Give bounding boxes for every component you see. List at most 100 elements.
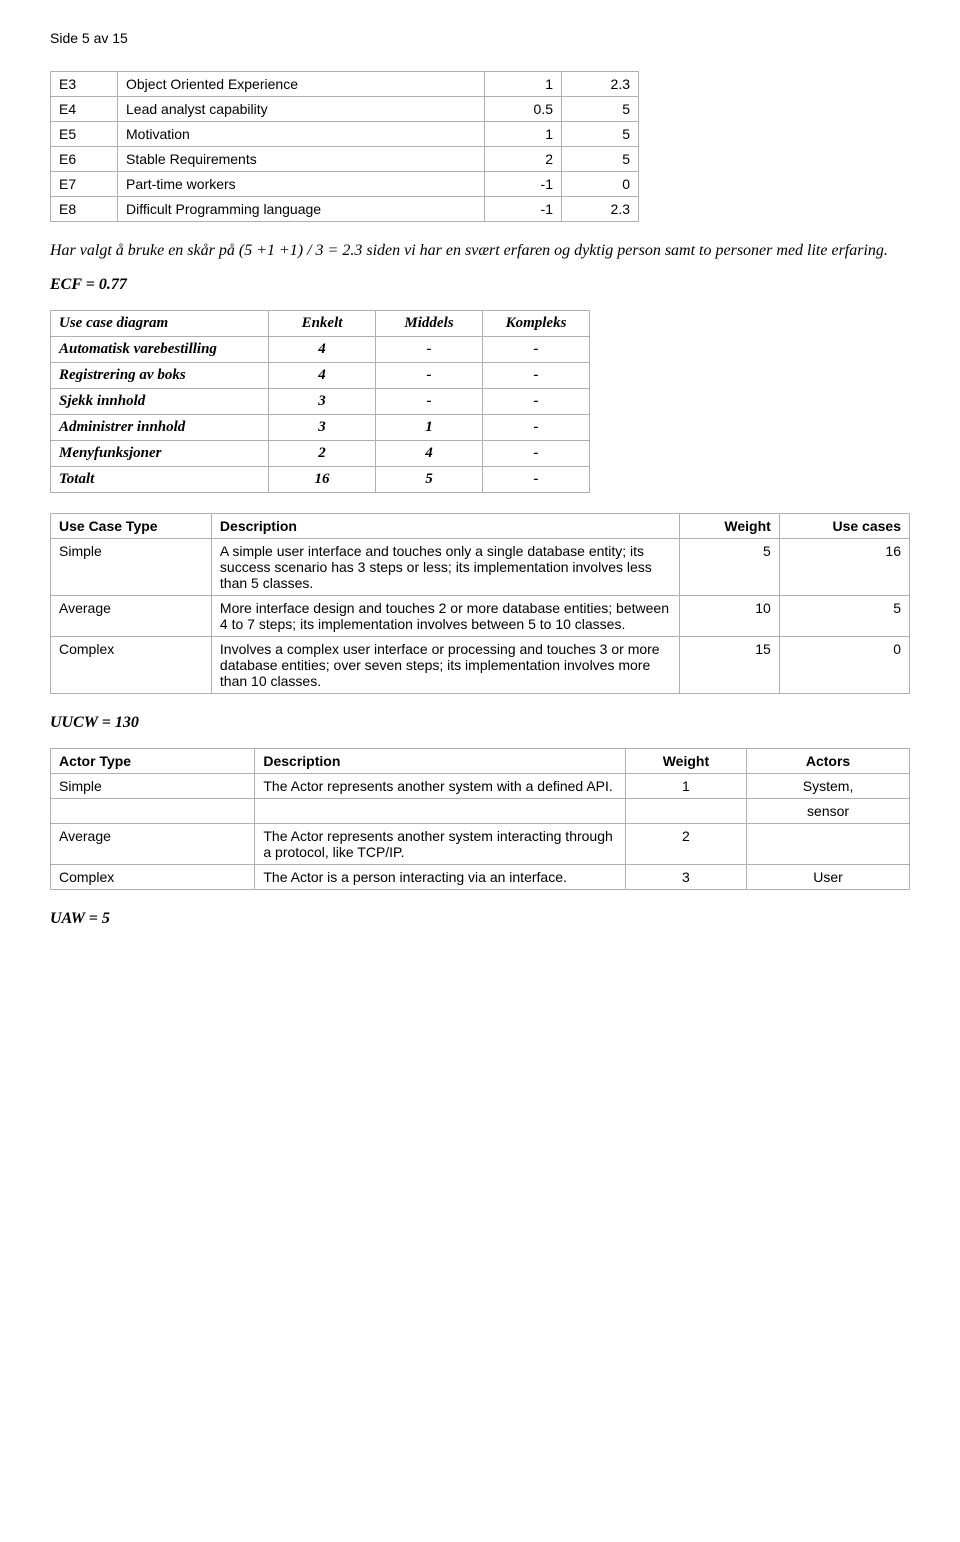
table-header-cell: Use Case Type — [51, 514, 212, 539]
table-cell: Complex — [51, 637, 212, 694]
table-header-cell: Description — [211, 514, 679, 539]
table-cell — [51, 799, 255, 824]
table-cell: E7 — [51, 172, 118, 197]
table-header-cell: Middels — [376, 311, 483, 337]
table-row: SimpleThe Actor represents another syste… — [51, 774, 910, 799]
actor-type-table: Actor TypeDescriptionWeightActors Simple… — [50, 748, 910, 890]
table-cell: E6 — [51, 147, 118, 172]
usecase-type-body: SimpleA simple user interface and touche… — [51, 539, 910, 694]
table-cell: System, — [747, 774, 910, 799]
table-row: ComplexThe Actor is a person interacting… — [51, 865, 910, 890]
table-header-cell: Weight — [680, 514, 779, 539]
table-cell: Menyfunksjoner — [51, 441, 269, 467]
table-row: sensor — [51, 799, 910, 824]
uaw-value: UAW = 5 — [50, 910, 910, 928]
usecase-type-header-row: Use Case TypeDescriptionWeightUse cases — [51, 514, 910, 539]
table-cell: - — [376, 389, 483, 415]
actor-type-header-row: Actor TypeDescriptionWeightActors — [51, 749, 910, 774]
table-header-cell: Kompleks — [483, 311, 590, 337]
table-cell: E5 — [51, 122, 118, 147]
table-header-cell: Use cases — [779, 514, 909, 539]
table-cell: Average — [51, 824, 255, 865]
env-factors-body: E3Object Oriented Experience12.3E4Lead a… — [51, 72, 639, 222]
table-row: E7Part-time workers-10 — [51, 172, 639, 197]
table-cell: - — [483, 441, 590, 467]
table-cell: Stable Requirements — [118, 147, 485, 172]
table-cell: Simple — [51, 539, 212, 596]
table-cell: Sjekk innhold — [51, 389, 269, 415]
table-cell: 5 — [562, 147, 639, 172]
table-row: E4Lead analyst capability0.55 — [51, 97, 639, 122]
table-cell: 1 — [485, 122, 562, 147]
table-header-cell: Actor Type — [51, 749, 255, 774]
table-cell: E4 — [51, 97, 118, 122]
table-cell: 15 — [680, 637, 779, 694]
table-cell: User — [747, 865, 910, 890]
table-cell — [255, 799, 625, 824]
table-cell: 0 — [779, 637, 909, 694]
table-cell: - — [483, 415, 590, 441]
page-header: Side 5 av 15 — [50, 30, 910, 46]
table-cell: Automatisk varebestilling — [51, 337, 269, 363]
table-cell: sensor — [747, 799, 910, 824]
table-row: Administrer innhold31- — [51, 415, 590, 441]
table-cell: Average — [51, 596, 212, 637]
table-cell: 16 — [779, 539, 909, 596]
table-cell: Motivation — [118, 122, 485, 147]
usecase-diagram-table: Use case diagramEnkeltMiddelsKompleks Au… — [50, 310, 590, 493]
table-cell: The Actor is a person interacting via an… — [255, 865, 625, 890]
table-header-cell: Description — [255, 749, 625, 774]
table-cell: The Actor represents another system inte… — [255, 824, 625, 865]
table-row: Sjekk innhold3-- — [51, 389, 590, 415]
table-cell: Involves a complex user interface or pro… — [211, 637, 679, 694]
table-cell: 2 — [485, 147, 562, 172]
table-cell: Complex — [51, 865, 255, 890]
table-cell: 10 — [680, 596, 779, 637]
table-cell: 1 — [625, 774, 746, 799]
table-cell: 4 — [376, 441, 483, 467]
table-cell: 0 — [562, 172, 639, 197]
table-cell — [747, 824, 910, 865]
table-row: Menyfunksjoner24- — [51, 441, 590, 467]
table-cell: 5 — [562, 97, 639, 122]
ecf-value: ECF = 0.77 — [50, 276, 910, 294]
table-cell: - — [376, 363, 483, 389]
table-row: AverageThe Actor represents another syst… — [51, 824, 910, 865]
table-row: Totalt165- — [51, 467, 590, 493]
table-cell: Lead analyst capability — [118, 97, 485, 122]
table-row: E5Motivation15 — [51, 122, 639, 147]
table-cell: Simple — [51, 774, 255, 799]
table-header-cell: Use case diagram — [51, 311, 269, 337]
usecase-diagram-header-row: Use case diagramEnkeltMiddelsKompleks — [51, 311, 590, 337]
table-cell: 2 — [625, 824, 746, 865]
table-cell: - — [483, 363, 590, 389]
table-cell: Part-time workers — [118, 172, 485, 197]
table-cell: - — [483, 337, 590, 363]
table-cell: -1 — [485, 172, 562, 197]
explanation-paragraph: Har valgt å bruke en skår på (5 +1 +1) /… — [50, 242, 910, 260]
table-row: AverageMore interface design and touches… — [51, 596, 910, 637]
table-cell: More interface design and touches 2 or m… — [211, 596, 679, 637]
table-row: ComplexInvolves a complex user interface… — [51, 637, 910, 694]
table-cell: 3 — [269, 415, 376, 441]
table-cell: 0.5 — [485, 97, 562, 122]
table-cell: Administrer innhold — [51, 415, 269, 441]
table-header-cell: Actors — [747, 749, 910, 774]
table-cell: 5 — [779, 596, 909, 637]
table-cell: 2.3 — [562, 72, 639, 97]
table-cell: A simple user interface and touches only… — [211, 539, 679, 596]
table-cell: 5 — [376, 467, 483, 493]
actor-type-body: SimpleThe Actor represents another syste… — [51, 774, 910, 890]
table-row: Automatisk varebestilling4-- — [51, 337, 590, 363]
table-header-cell: Enkelt — [269, 311, 376, 337]
table-cell: 2.3 — [562, 197, 639, 222]
table-cell: - — [483, 389, 590, 415]
table-cell: -1 — [485, 197, 562, 222]
usecase-diagram-body: Automatisk varebestilling4--Registrering… — [51, 337, 590, 493]
table-cell: Object Oriented Experience — [118, 72, 485, 97]
table-cell: E3 — [51, 72, 118, 97]
table-cell: 5 — [562, 122, 639, 147]
uucw-value: UUCW = 130 — [50, 714, 910, 732]
table-cell: 5 — [680, 539, 779, 596]
table-cell: E8 — [51, 197, 118, 222]
